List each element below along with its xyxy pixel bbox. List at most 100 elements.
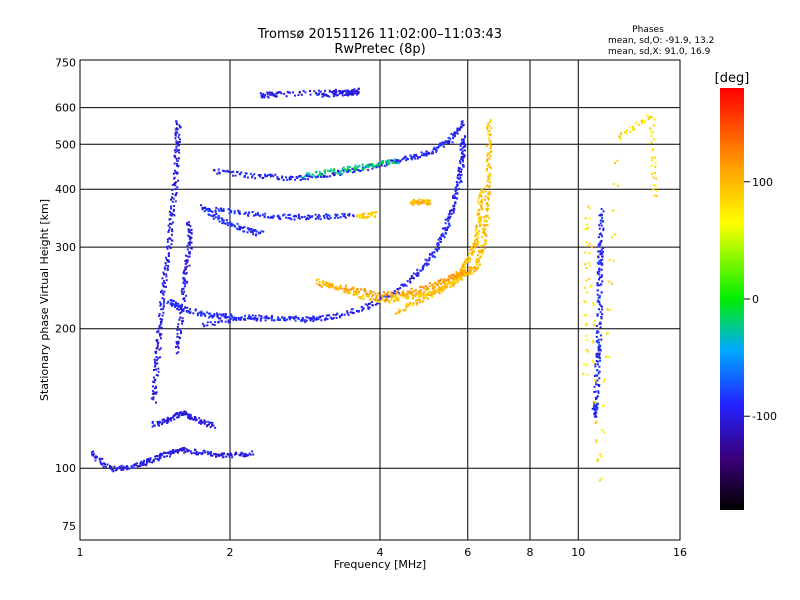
data-point xyxy=(143,463,146,466)
data-point xyxy=(176,450,179,453)
data-point xyxy=(594,402,597,405)
data-point xyxy=(358,164,361,167)
data-point xyxy=(446,279,449,282)
data-point xyxy=(245,172,248,175)
data-point xyxy=(172,221,174,224)
data-point xyxy=(164,268,167,271)
data-point xyxy=(173,149,176,152)
data-point xyxy=(597,299,600,302)
data-point xyxy=(652,148,654,150)
data-point xyxy=(230,210,233,213)
data-point xyxy=(184,262,187,265)
data-point xyxy=(597,392,600,394)
data-point xyxy=(596,407,599,410)
data-point xyxy=(454,201,457,204)
data-point xyxy=(441,288,444,291)
data-point xyxy=(171,196,173,199)
data-point xyxy=(592,362,595,365)
data-point xyxy=(101,463,104,466)
data-point xyxy=(289,217,292,220)
data-point xyxy=(422,152,425,155)
data-point xyxy=(161,452,164,455)
data-point xyxy=(484,228,487,231)
data-point xyxy=(267,317,270,320)
data-point xyxy=(251,174,254,177)
data-point xyxy=(240,453,243,456)
data-point xyxy=(262,95,265,98)
data-point xyxy=(104,465,107,468)
data-point xyxy=(173,162,176,165)
data-point xyxy=(190,228,193,231)
data-point xyxy=(162,284,165,287)
data-point xyxy=(486,202,489,204)
data-point xyxy=(245,211,248,214)
data-point xyxy=(408,303,411,306)
data-point xyxy=(353,92,356,95)
data-point xyxy=(601,255,603,258)
data-point xyxy=(384,299,387,302)
data-point xyxy=(130,465,133,468)
data-point xyxy=(227,321,230,324)
data-point xyxy=(187,449,190,452)
data-point xyxy=(454,196,457,199)
data-point xyxy=(469,266,472,269)
data-point xyxy=(474,229,477,231)
data-point xyxy=(184,259,187,262)
data-point xyxy=(161,318,164,321)
data-point xyxy=(310,216,313,218)
data-point xyxy=(328,95,331,98)
data-point xyxy=(362,294,365,297)
data-point xyxy=(251,230,254,233)
data-point xyxy=(345,89,348,92)
data-point xyxy=(597,402,599,405)
data-point xyxy=(260,315,263,318)
data-point xyxy=(183,283,186,286)
data-point xyxy=(595,411,598,414)
data-point xyxy=(337,171,340,174)
data-point xyxy=(364,303,367,306)
data-point xyxy=(168,237,171,240)
data-point xyxy=(379,162,382,164)
data-point xyxy=(196,312,199,315)
data-point xyxy=(181,292,184,295)
data-point xyxy=(601,262,604,265)
data-point xyxy=(161,314,164,317)
data-point xyxy=(172,416,174,419)
data-point xyxy=(597,245,600,248)
data-point xyxy=(256,317,259,320)
data-point xyxy=(488,152,491,155)
data-point xyxy=(464,135,466,138)
data-point xyxy=(318,281,321,284)
data-point xyxy=(283,92,286,95)
data-point xyxy=(263,316,266,319)
data-point xyxy=(437,238,440,241)
data-point xyxy=(226,169,229,172)
data-point xyxy=(367,293,370,296)
data-point xyxy=(368,306,371,309)
data-point xyxy=(598,370,601,373)
data-point xyxy=(388,295,391,298)
data-point xyxy=(585,241,588,244)
data-point xyxy=(298,216,300,219)
data-point xyxy=(166,247,169,250)
data-point xyxy=(209,312,212,315)
data-point xyxy=(404,304,407,307)
data-point xyxy=(612,183,615,186)
data-point xyxy=(593,412,596,415)
data-point xyxy=(183,447,186,449)
data-point xyxy=(596,383,599,386)
data-point xyxy=(211,454,214,457)
data-point xyxy=(142,461,145,464)
data-point xyxy=(172,415,175,418)
data-point xyxy=(357,290,360,293)
data-point xyxy=(598,262,601,265)
data-point xyxy=(365,165,368,168)
data-point xyxy=(461,141,463,144)
data-point xyxy=(158,315,161,317)
data-point xyxy=(594,390,597,393)
data-point xyxy=(186,261,189,264)
data-point xyxy=(317,175,320,178)
data-point xyxy=(176,308,179,310)
data-point xyxy=(431,284,433,287)
data-point xyxy=(476,254,479,257)
